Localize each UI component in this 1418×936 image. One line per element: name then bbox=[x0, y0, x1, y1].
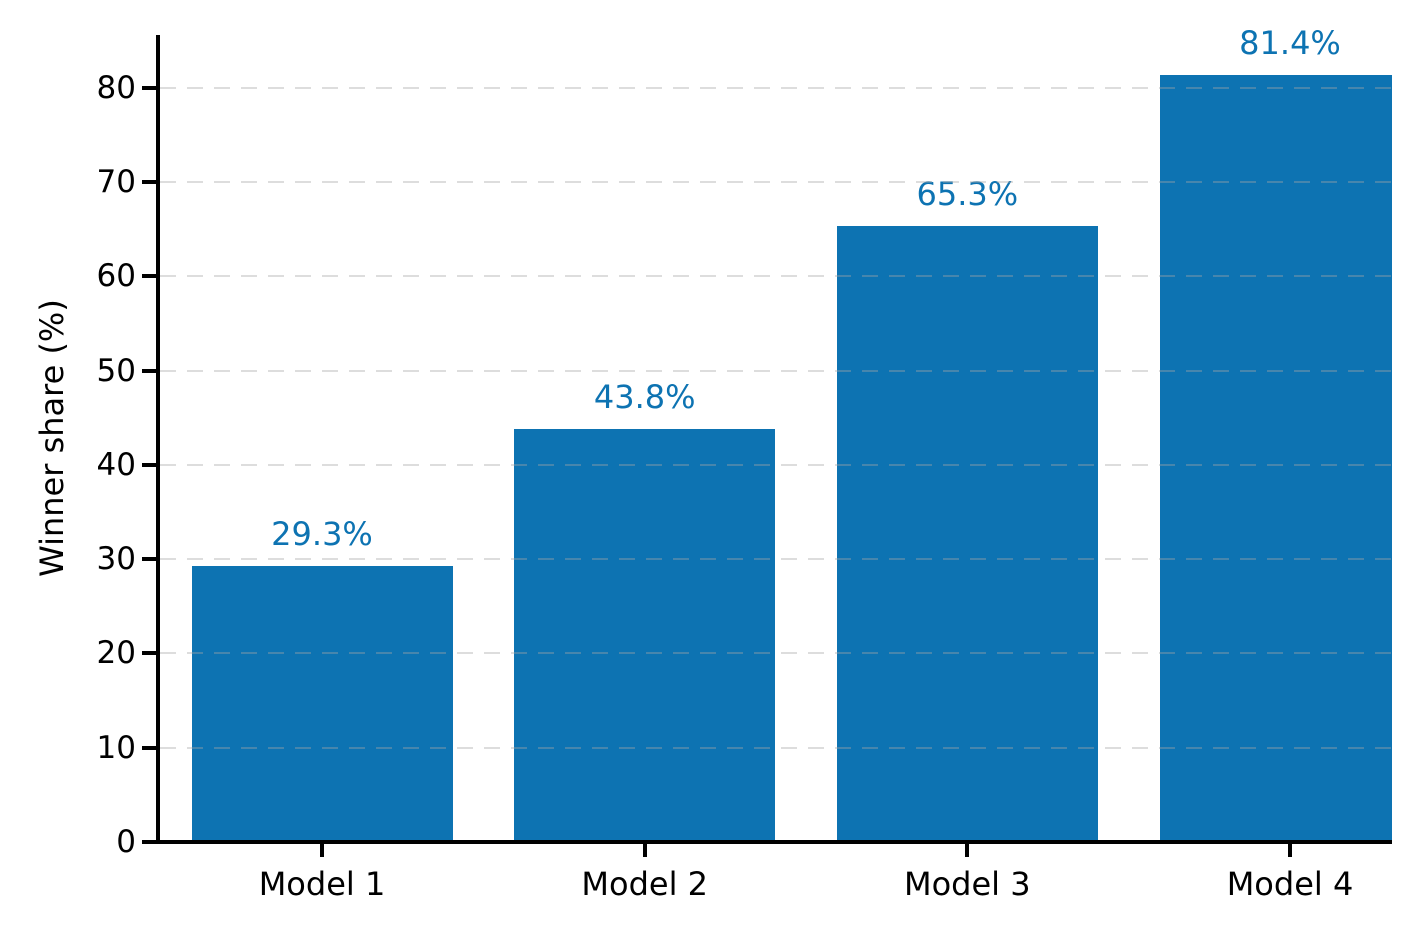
gridline-40 bbox=[160, 463, 1392, 466]
x-tick-2 bbox=[642, 844, 647, 857]
y-tick-70 bbox=[142, 180, 156, 185]
gridline-10 bbox=[160, 746, 1392, 749]
gridline-20 bbox=[160, 652, 1392, 655]
bar-model-1 bbox=[191, 565, 453, 842]
y-tick-20 bbox=[142, 651, 156, 656]
gridline-60 bbox=[160, 275, 1392, 278]
y-tick-label-20: 20 bbox=[96, 635, 136, 672]
bar-value-label-1: 29.3% bbox=[271, 514, 373, 553]
gridline-70 bbox=[160, 181, 1392, 184]
bar-model-2 bbox=[514, 429, 776, 842]
bar-value-label-3: 65.3% bbox=[916, 175, 1019, 214]
y-tick-label-0: 0 bbox=[116, 824, 136, 860]
x-tick-4 bbox=[1288, 844, 1292, 857]
y-tick-label-30: 30 bbox=[96, 541, 136, 578]
y-tick-label-70: 70 bbox=[96, 164, 136, 201]
x-tick-label-2: Model 2 bbox=[581, 865, 708, 903]
y-tick-60 bbox=[142, 274, 156, 279]
bar-value-label-4: 81.4% bbox=[1239, 23, 1341, 62]
y-tick-80 bbox=[142, 85, 156, 90]
y-tick-label-10: 10 bbox=[96, 729, 136, 766]
plot-area bbox=[160, 35, 1392, 842]
y-tick-10 bbox=[142, 745, 156, 750]
y-tick-30 bbox=[142, 557, 156, 562]
bar-model-4 bbox=[1159, 74, 1392, 842]
gridline-30 bbox=[160, 558, 1392, 561]
y-tick-40 bbox=[142, 462, 156, 467]
y-tick-label-50: 50 bbox=[96, 352, 136, 389]
y-axis-title: Winner share (%) bbox=[33, 299, 71, 577]
x-tick-label-1: Model 1 bbox=[258, 865, 386, 903]
y-tick-label-80: 80 bbox=[96, 69, 136, 106]
x-tick-1 bbox=[320, 844, 324, 857]
x-axis-spine bbox=[156, 840, 1392, 844]
bar-model-3 bbox=[836, 226, 1098, 842]
bar-value-label-2: 43.8% bbox=[593, 378, 696, 417]
y-tick-0 bbox=[142, 840, 156, 844]
gridline-50 bbox=[160, 369, 1392, 372]
x-tick-label-4: Model 4 bbox=[1226, 865, 1354, 903]
y-tick-label-40: 40 bbox=[96, 446, 136, 483]
y-tick-50 bbox=[142, 368, 156, 373]
x-tick-label-3: Model 3 bbox=[903, 865, 1031, 903]
x-tick-3 bbox=[965, 844, 970, 857]
gridline-80 bbox=[160, 86, 1392, 89]
y-tick-label-60: 60 bbox=[96, 258, 136, 295]
y-axis-spine bbox=[156, 35, 160, 844]
